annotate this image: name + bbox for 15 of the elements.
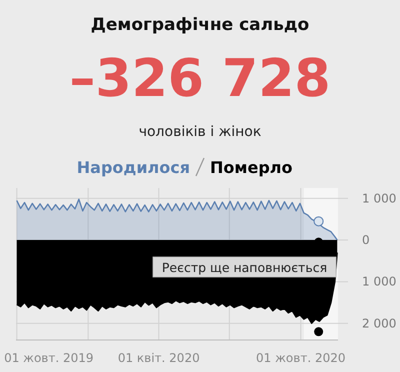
x-tick-label: 01 жовт. 2019 [4,351,94,365]
band-label: Реєстр ще наповнюється [162,260,328,275]
series-label: Народилося [76,158,190,177]
text: –326 728 [69,49,331,109]
point [314,327,324,336]
chart-title: Демографічне сальдо [90,15,310,35]
x-tick-label: 01 жовт. 2020 [256,351,346,365]
y-tick-label: 1 000 [362,191,396,206]
text: чоловіків і жінок [138,124,262,140]
point [314,216,324,226]
y-tick-label: 1 000 [362,274,396,289]
x-tick-label: 01 квіт. 2020 [118,351,200,365]
y-tick-label: 2 000 [362,316,396,330]
y-tick-label: 0 [362,233,370,248]
text: Померло [210,158,292,177]
